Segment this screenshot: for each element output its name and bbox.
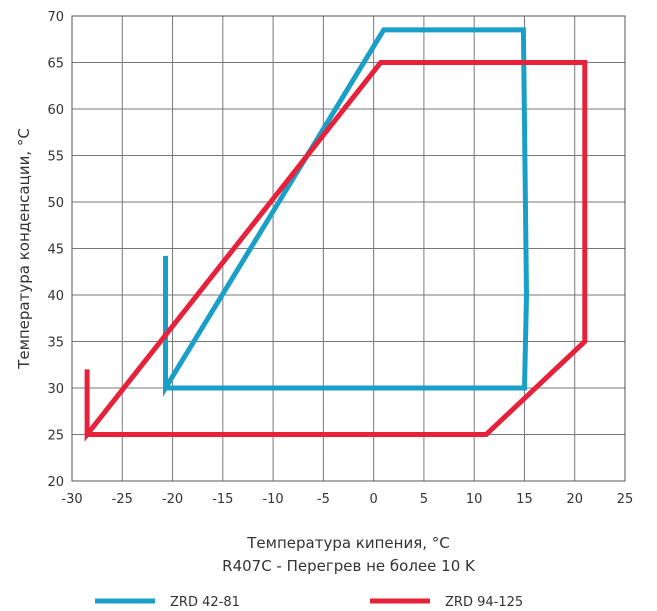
x-tick-label: 5 — [420, 492, 428, 507]
x-tick-label: 10 — [466, 492, 483, 507]
y-tick-label: 35 — [47, 336, 64, 351]
y-axis-label: Температура конденсации, °C — [15, 128, 33, 370]
plot-area-frame — [71, 15, 626, 482]
x-tick-label: -5 — [317, 492, 330, 507]
series-line-zrd-42-81 — [163, 27, 530, 397]
x-tick-label: -20 — [162, 492, 183, 507]
y-tick-label: 55 — [47, 150, 64, 165]
y-tick-label: 60 — [47, 103, 64, 118]
y-axis-ticks: 20 25 30 35 40 45 50 55 60 65 70 — [47, 10, 64, 490]
series-group — [84, 27, 588, 442]
y-tick-label: 50 — [47, 196, 64, 211]
x-tick-label: 0 — [369, 492, 377, 507]
x-tick-label: -30 — [61, 492, 82, 507]
y-tick-label: 40 — [47, 289, 64, 304]
x-tick-label: -10 — [262, 492, 283, 507]
y-tick-label: 25 — [47, 429, 64, 444]
chart-subtitle: R407C - Перегрев не более 10 K — [222, 557, 476, 575]
x-tick-label: -25 — [112, 492, 133, 507]
legend-label-zrd-94-125: ZRD 94-125 — [445, 595, 523, 610]
legend-label-zrd-42-81: ZRD 42-81 — [170, 595, 240, 610]
x-axis-label: Температура кипения, °C — [246, 534, 450, 552]
series-line-zrd-94-125 — [84, 60, 588, 442]
x-tick-label: 25 — [617, 492, 634, 507]
y-tick-label: 70 — [47, 10, 64, 25]
y-tick-label: 45 — [47, 243, 64, 258]
y-tick-label: 65 — [47, 57, 64, 72]
y-tick-label: 30 — [47, 382, 64, 397]
x-axis-ticks: -30 -25 -20 -15 -10 -5 0 5 10 15 20 25 — [61, 492, 633, 507]
x-tick-label: -15 — [212, 492, 233, 507]
x-tick-label: 15 — [516, 492, 533, 507]
legend: ZRD 42-81 ZRD 94-125 — [95, 595, 523, 610]
y-tick-label: 20 — [47, 475, 64, 490]
x-tick-label: 20 — [566, 492, 583, 507]
